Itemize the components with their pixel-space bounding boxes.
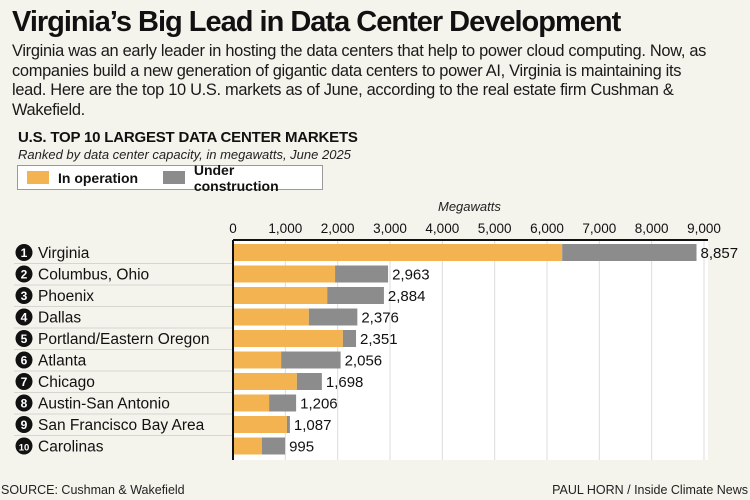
x-tick-label: 6,000 [530,221,564,236]
bar-in-operation [234,287,328,304]
category-label: Austin-San Antonio [38,396,170,413]
total-label: 1,087 [294,417,332,434]
legend-item-in-operation: In operation [27,166,138,189]
legend-label-in-operation: In operation [58,169,139,186]
total-label: 2,056 [345,353,383,370]
x-tick-label: 4,000 [425,221,459,236]
category-label: Virginia [38,245,90,262]
x-tick-label: 7,000 [582,221,616,236]
legend-label-under-construction: Under construction [193,161,279,194]
x-tick-label: 0 [229,221,237,236]
total-label: 1,206 [300,396,338,413]
category-label: Carolinas [38,439,104,456]
source-note: SOURCE: Cushman & Wakefield [1,483,185,497]
rank-badge [15,437,33,455]
bar-in-operation [234,308,309,326]
x-tick-label: 8,000 [635,221,669,236]
legend-swatch-under-construction [163,171,185,184]
rank-number: 8 [21,397,28,411]
bar-under-construction [281,351,341,369]
page-title: Virginia’s Big Lead in Data Center Devel… [12,6,621,38]
rank-badge [15,287,33,304]
rank-number: 1 [21,246,28,260]
x-tick-label: 1,000 [268,221,302,236]
legend: In operation Under construction [17,162,323,194]
rank-number: 6 [21,354,28,368]
rank-badge [15,373,33,390]
bar-in-operation [234,351,282,369]
bar-in-operation [234,244,563,261]
total-label: 1,698 [326,374,364,391]
intro-paragraph: Virginia was an early leader in hosting … [12,42,707,119]
rank-badge [15,416,33,433]
category-label: Portland/Eastern Oregon [38,331,209,348]
category-label: Phoenix [38,288,94,305]
bar-under-construction [562,244,697,261]
rank-number: 3 [21,289,28,303]
x-tick-label: 2,000 [321,221,355,236]
total-label: 2,351 [360,331,398,348]
rank-badge [15,330,33,347]
category-label: Chicago [38,374,95,391]
total-label: 995 [289,439,314,456]
bar-under-construction [335,265,389,283]
total-label: 8,857 [701,245,739,262]
rank-number: 10 [19,443,30,454]
bar-in-operation [234,437,262,455]
rank-number: 5 [21,332,28,346]
bar-in-operation [234,265,336,283]
category-label: Dallas [38,310,81,327]
bar-in-operation [234,330,343,347]
rank-number: 2 [21,268,28,282]
x-axis-title: Megawatts [438,199,501,214]
chart-title: U.S. TOP 10 LARGEST DATA CENTER MARKETS [18,129,358,146]
category-label: Columbus, Ohio [38,267,149,284]
bar-under-construction [269,394,297,412]
total-label: 2,376 [361,310,399,327]
legend-swatch-in-operation [27,171,49,184]
bar-under-construction [327,287,384,304]
category-label: Atlanta [38,353,87,370]
rank-badge [15,394,33,412]
bar-under-construction [308,308,358,326]
rank-number: 7 [21,375,28,389]
x-tick-label: 9,000 [687,221,721,236]
rank-badge [15,244,33,261]
bar-under-construction [296,373,322,390]
rank-number: 4 [21,311,28,325]
bar-in-operation [234,373,297,390]
total-label: 2,963 [392,267,430,284]
bar-under-construction [342,330,357,347]
credit-note: PAUL HORN / Inside Climate News [552,483,748,497]
total-label: 2,884 [388,288,426,305]
rank-number: 9 [21,418,28,432]
bar-in-operation [234,416,287,433]
chart-subtitle: Ranked by data center capacity, in megaw… [18,147,351,162]
x-tick-label: 3,000 [373,221,407,236]
x-tick-label: 5,000 [478,221,512,236]
rank-badge [15,351,33,369]
rank-badge [15,308,33,326]
bar-in-operation [234,394,270,412]
bar-under-construction [286,416,290,433]
rank-badge [15,265,33,283]
bar-under-construction [261,437,286,455]
category-label: San Francisco Bay Area [38,417,205,434]
legend-item-under-construction: Under construction [163,162,322,194]
